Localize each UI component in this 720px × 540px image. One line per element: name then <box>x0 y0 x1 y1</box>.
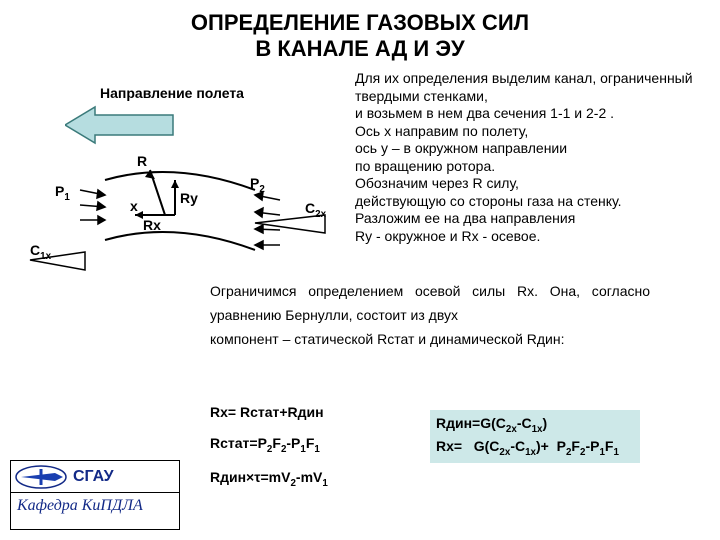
formula-rdyn-tau: Rдин×τ=mV2-mV1 <box>210 465 420 492</box>
description-text: Для их определения выделим канал, ограни… <box>355 70 715 245</box>
label-R: R <box>137 153 147 169</box>
logo-sgau: СГАУ <box>73 468 114 486</box>
label-C1x: C1x <box>30 242 51 262</box>
logo-top: СГАУ <box>11 461 179 493</box>
title-line1: ОПРЕДЕЛЕНИЕ ГАЗОВЫХ СИЛ <box>0 10 720 36</box>
flight-arrow <box>65 105 175 137</box>
formula-rx-sum: Rx= Rстат+Rдин <box>210 400 420 425</box>
label-Ry: Ry <box>180 190 198 206</box>
title-line2: В КАНАЛЕ АД И ЭУ <box>0 36 720 62</box>
page-title: ОПРЕДЕЛЕНИЕ ГАЗОВЫХ СИЛ В КАНАЛЕ АД И ЭУ <box>0 10 720 63</box>
label-P1: P1 <box>55 183 70 203</box>
channel-diagram: R Ry Rx x P1 P2 C1x C2x <box>25 145 345 285</box>
flight-direction-label: Направление полета <box>100 85 244 101</box>
label-P2: P2 <box>250 175 265 195</box>
formula-rx-full: Rx= G(C2x-C1x)+ P2F2-P1F1 <box>436 437 634 460</box>
formula-box: Rдин=G(C2x-C1x) Rx= G(C2x-C1x)+ P2F2-P1F… <box>430 410 640 463</box>
label-Rx: Rx <box>143 217 161 233</box>
formula-rstat: Rстат=P2F2-P1F1 <box>210 431 420 458</box>
left-formulas: Rx= Rстат+Rдин Rстат=P2F2-P1F1 Rдин×τ=mV… <box>210 400 420 492</box>
formula-rdyn: Rдин=G(C2x-C1x) <box>436 414 634 437</box>
label-C2x: C2x <box>305 200 326 220</box>
logo-dept: Кафедра КиПДЛА <box>11 493 179 519</box>
logo: СГАУ Кафедра КиПДЛА <box>10 460 180 530</box>
logo-plane-icon <box>15 465 67 489</box>
label-x: x <box>130 198 138 214</box>
mid-paragraph: Ограничимся определением осевой силы Rx.… <box>210 280 650 351</box>
